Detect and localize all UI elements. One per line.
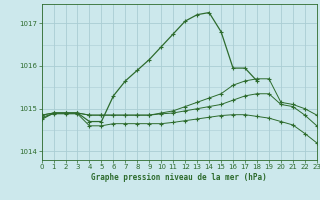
X-axis label: Graphe pression niveau de la mer (hPa): Graphe pression niveau de la mer (hPa)	[91, 173, 267, 182]
